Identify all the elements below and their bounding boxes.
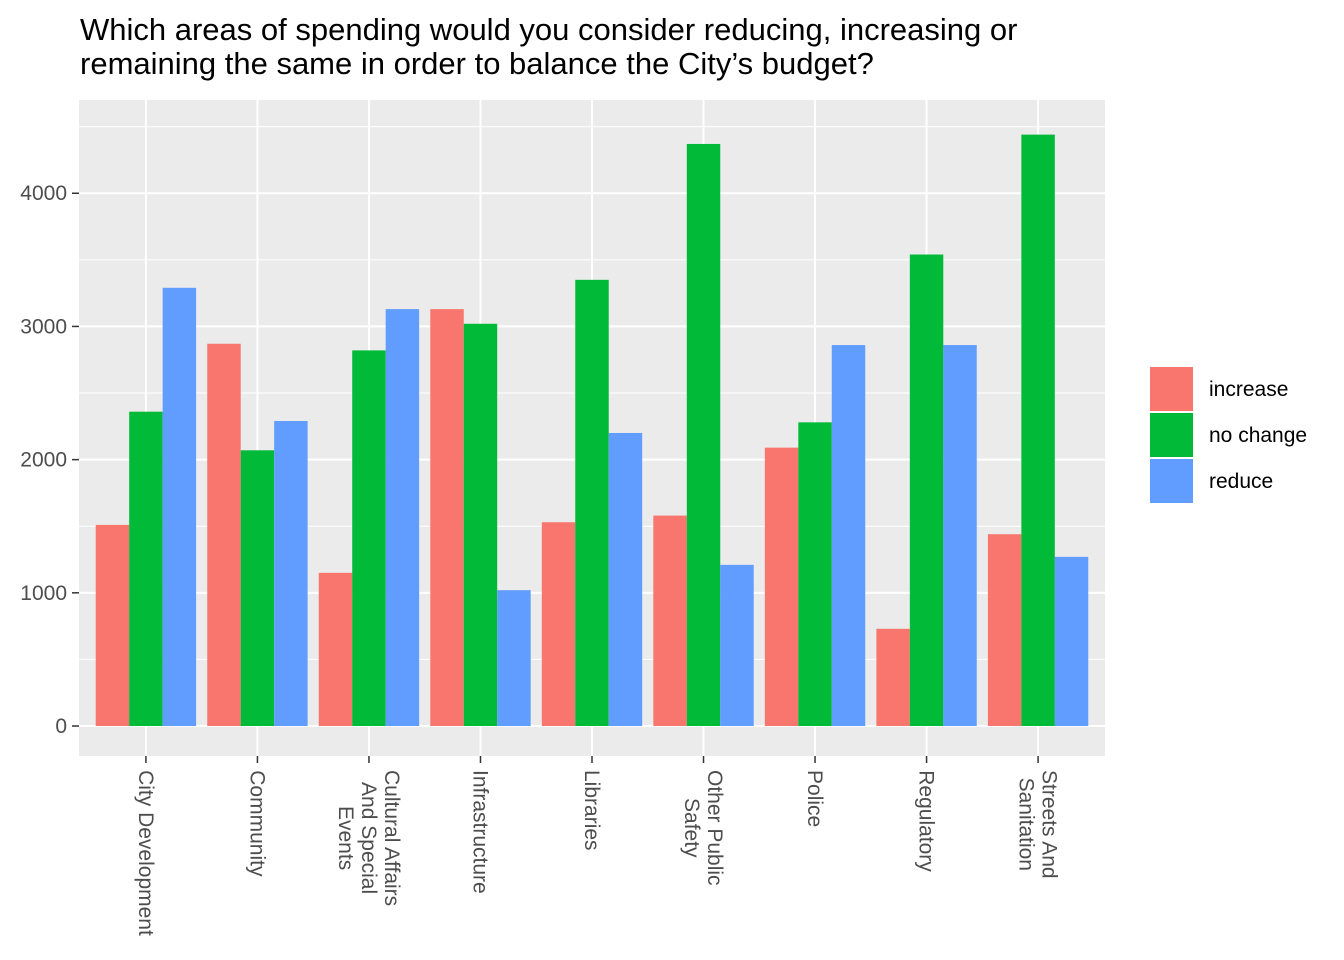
bar-reduce-8 xyxy=(1054,556,1089,727)
x-tick-label: Libraries xyxy=(580,770,603,851)
bar-no-change-8 xyxy=(1021,134,1055,727)
bar-reduce-5 xyxy=(720,564,754,727)
bar-no-change-7 xyxy=(909,254,944,727)
x-tick-label: Other PublicSafety xyxy=(680,770,726,886)
bar-reduce-3 xyxy=(497,590,531,727)
y-tick-label: 4000 xyxy=(20,182,67,205)
y-tick-label: 2000 xyxy=(20,449,67,472)
bar-increase-8 xyxy=(987,534,1022,727)
bar-no-change-4 xyxy=(575,279,609,727)
legend-label: no change xyxy=(1209,424,1307,447)
legend-key-no-change xyxy=(1150,413,1193,457)
x-tick-label-line: Streets And xyxy=(1038,770,1061,879)
x-tick-label: Infrastructure xyxy=(468,770,491,894)
y-tick-label: 3000 xyxy=(20,315,67,338)
x-tick-label-line: Safety xyxy=(680,798,703,858)
chart-title-line: Which areas of spending would you consid… xyxy=(80,12,1017,47)
x-tick-label-line: Other Public xyxy=(703,770,726,886)
bar-increase-4 xyxy=(541,522,576,727)
bar-increase-3 xyxy=(430,309,464,727)
x-axis: City Development Community Cultural Affair… xyxy=(134,756,1061,936)
bar-reduce-6 xyxy=(831,345,866,727)
bar-no-change-2 xyxy=(352,350,386,727)
y-tick-label: 0 xyxy=(55,715,67,738)
x-tick-label-line: Sanitation xyxy=(1015,778,1038,871)
x-tick-label-line: Regulatory xyxy=(915,770,938,872)
bar-reduce-4 xyxy=(608,432,643,727)
x-tick-label: Streets AndSanitation xyxy=(1015,770,1061,879)
bars-layer xyxy=(95,134,1089,727)
bar-reduce-0 xyxy=(162,287,197,727)
x-tick-label-line: City Development xyxy=(134,770,157,936)
x-tick-label: Community xyxy=(245,770,268,877)
chart-title: Which areas of spending would you consid… xyxy=(80,12,1017,81)
legend-key-increase xyxy=(1150,367,1193,411)
x-tick-label: Cultural AffairsAnd SpecialEvents xyxy=(334,770,403,906)
x-tick-label-line: Community xyxy=(245,770,268,877)
bar-increase-5 xyxy=(653,515,687,727)
bar-increase-1 xyxy=(207,343,241,727)
x-tick-label-line: And Special xyxy=(357,782,380,894)
x-tick-label-line: Libraries xyxy=(580,770,603,851)
x-tick-label: Regulatory xyxy=(915,770,938,872)
y-tick-label: 1000 xyxy=(20,582,67,605)
bar-no-change-0 xyxy=(129,411,163,727)
legend-label: increase xyxy=(1209,378,1288,401)
bar-reduce-1 xyxy=(274,421,308,727)
legend-label: reduce xyxy=(1209,470,1273,493)
legend-key-reduce xyxy=(1150,459,1193,503)
y-axis: 0 1000 2000 3000 4000 xyxy=(20,182,79,738)
bar-no-change-1 xyxy=(240,450,275,727)
legend: increase no change reduce xyxy=(1150,367,1307,503)
x-tick-label: City Development xyxy=(134,770,157,936)
chart-title-line: remaining the same in order to balance t… xyxy=(80,46,874,81)
x-tick-label-line: Infrastructure xyxy=(468,770,491,894)
x-tick-label-line: Police xyxy=(803,770,826,827)
bar-no-change-6 xyxy=(798,422,832,727)
bar-increase-6 xyxy=(764,447,799,727)
bar-no-change-5 xyxy=(686,143,721,727)
bar-increase-7 xyxy=(876,628,910,727)
x-tick-label-line: Events xyxy=(334,806,357,870)
bar-reduce-7 xyxy=(943,345,977,727)
bar-no-change-3 xyxy=(463,323,498,727)
x-tick-label-line: Cultural Affairs xyxy=(380,770,403,906)
bar-increase-0 xyxy=(95,524,130,727)
bar-increase-2 xyxy=(318,572,353,727)
x-tick-label: Police xyxy=(803,770,826,827)
bar-reduce-2 xyxy=(385,309,420,727)
